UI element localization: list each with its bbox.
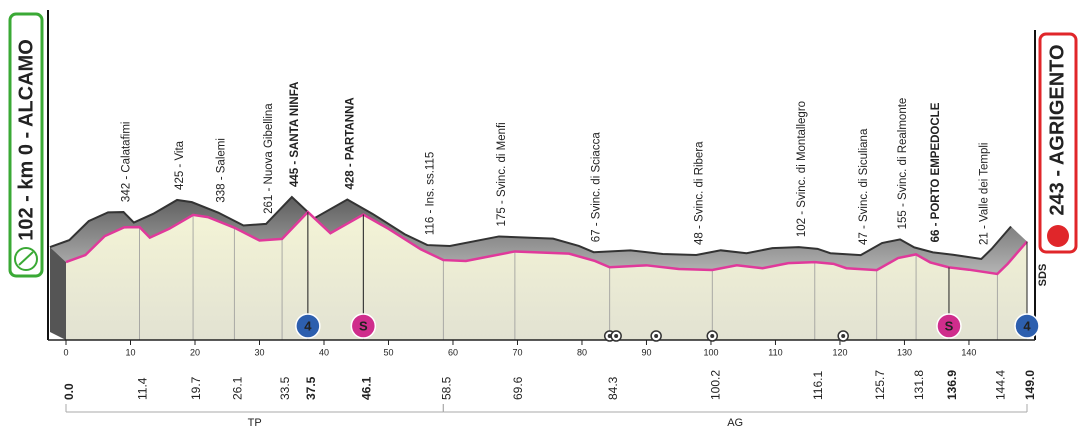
start-icon-line — [18, 251, 34, 266]
x-tick-label: 110 — [768, 347, 782, 357]
marker-symbol: 4 — [1023, 318, 1031, 333]
profile-side — [50, 247, 66, 340]
place-label: 66 - PORTO EMPEDOCLE — [930, 102, 942, 242]
distance-label: 131.8 — [912, 370, 926, 400]
finish-label: 243 - AGRIGENTO — [1046, 44, 1068, 215]
profile-front — [66, 212, 1027, 340]
marker-badge — [350, 313, 377, 339]
marker-badge — [936, 313, 962, 339]
distance-label: 69.6 — [511, 376, 525, 400]
distance-label: 33.5 — [278, 376, 292, 400]
x-tick-label: 90 — [641, 347, 651, 357]
x-tick-label: 20 — [190, 347, 200, 357]
place-label: 48 - Svinc. di Ribera — [693, 141, 705, 245]
tunnel-icon-inner — [654, 334, 659, 338]
tunnel-icon-inner — [614, 334, 619, 338]
finish-box — [1038, 32, 1078, 254]
x-tick-label: 70 — [512, 347, 522, 357]
distance-label: 136.9 — [945, 370, 959, 400]
place-label: 338 - Salemi — [215, 138, 227, 203]
distance-label: 11.4 — [136, 377, 150, 400]
profile-top — [50, 197, 1027, 274]
distance-label: 116.1 — [811, 371, 825, 400]
marker-badge — [295, 313, 321, 339]
x-tick-label: 50 — [383, 347, 393, 357]
distance-label: 149.0 — [1023, 370, 1037, 400]
place-label: 428 - PARTANNA — [344, 97, 356, 189]
place-label: 425 - Vita — [174, 140, 186, 190]
x-tick-label: 30 — [254, 347, 264, 357]
tunnel-icon-inner — [710, 334, 715, 338]
distance-label: 37.5 — [304, 376, 318, 400]
place-label: 21 - Valle dei Templi — [978, 143, 990, 246]
place-label: 47 - Svinc. di Siculiana — [858, 128, 870, 245]
place-label: 67 - Svinc. di Sciacca — [591, 132, 603, 243]
place-label: 155 - Svinc. di Realmonte — [897, 98, 909, 230]
distance-label: 58.5 — [439, 376, 453, 400]
x-tick-label: 100 — [703, 347, 718, 357]
tunnel-icon-inner — [841, 334, 846, 338]
marker-symbol: S — [945, 318, 954, 333]
place-label: 261 - Nuova Gibellina — [263, 103, 275, 214]
distance-label: 0.0 — [62, 383, 76, 400]
place-label: 116 - Ins. ss.115 — [424, 152, 436, 235]
route-line — [65, 210, 1028, 276]
x-tick-label: 80 — [577, 347, 587, 357]
marker-symbol: 4 — [304, 318, 312, 333]
place-label: 102 - Svinc. di Montallegro — [796, 101, 808, 237]
profile-ridge — [49, 195, 1012, 260]
sponsor-label: SDS — [1037, 264, 1049, 287]
distance-label: 144.4 — [994, 370, 1008, 400]
profile-layer — [49, 195, 1028, 340]
marker-badge — [1014, 313, 1040, 339]
distance-label: 19.7 — [189, 376, 203, 400]
distance-label: 125.7 — [873, 370, 887, 400]
distance-label: 84.3 — [606, 376, 620, 400]
x-tick-label: 140 — [961, 347, 976, 357]
x-tick-label: 130 — [897, 347, 912, 357]
place-label: 175 - Svinc. di Menfi — [496, 122, 508, 226]
marker-symbol: S — [359, 318, 368, 333]
distance-label: 46.1 — [360, 376, 374, 400]
start-box — [8, 12, 44, 278]
x-tick-label: 120 — [832, 347, 847, 357]
x-tick-label: 60 — [448, 347, 458, 357]
x-tick-label: 10 — [125, 347, 135, 357]
place-label: 445 - SANTA NINFA — [289, 82, 301, 187]
start-label: 102 - km 0 - ALCAMO — [15, 39, 37, 241]
x-tick-label: 40 — [319, 347, 329, 357]
place-label: 342 - Calatafimi — [121, 122, 133, 203]
x-tick-label: 0 — [63, 347, 68, 357]
section-label: AG — [727, 417, 743, 429]
section-label: TP — [248, 417, 262, 429]
distance-label: 26.1 — [231, 376, 245, 400]
finish-icon — [1047, 225, 1069, 247]
distance-label: 100.2 — [708, 370, 722, 400]
